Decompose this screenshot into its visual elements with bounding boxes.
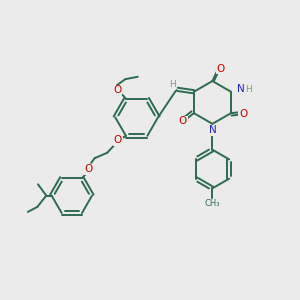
Text: CH₃: CH₃ xyxy=(205,199,220,208)
Text: H: H xyxy=(245,85,252,94)
Text: N: N xyxy=(237,84,244,94)
Text: O: O xyxy=(113,85,121,95)
Text: O: O xyxy=(113,135,122,145)
Text: O: O xyxy=(178,116,187,127)
Text: O: O xyxy=(84,164,92,174)
Text: O: O xyxy=(217,64,225,74)
Text: N: N xyxy=(209,125,217,135)
Text: O: O xyxy=(239,109,247,119)
Text: H: H xyxy=(169,80,175,89)
